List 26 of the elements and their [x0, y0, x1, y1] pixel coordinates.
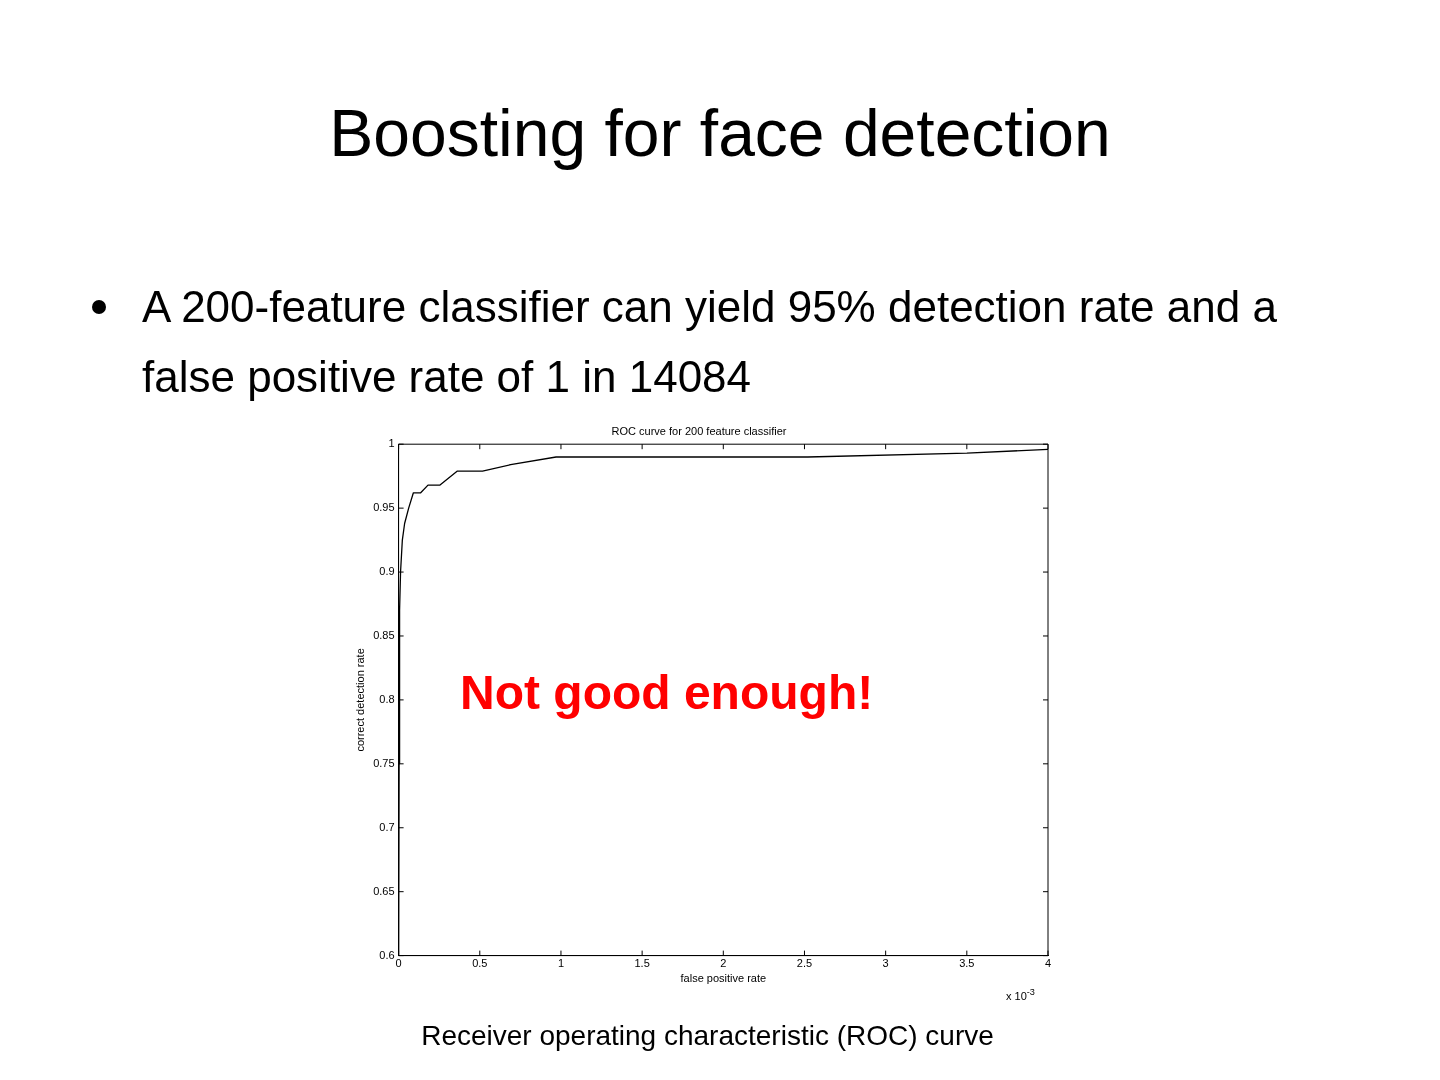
text: Receiver operating characteristic (ROC) curve [420, 1020, 995, 1052]
y-tick-label: 0.6 [379, 948, 395, 961]
x-tick-label: 3.5 [959, 957, 975, 970]
x-tick-label: 0.5 [472, 957, 488, 970]
y-tick-label: 0.65 [373, 884, 395, 897]
annotation: Not good enough! [460, 665, 874, 720]
x-tick-label: 2 [720, 957, 727, 970]
text: x 10$^{-3}$ [1006, 987, 1035, 1002]
y-tick-label: 0.85 [373, 629, 395, 642]
x-tick-label: 4 [1044, 957, 1052, 970]
x-tick-label: 1.5 [634, 957, 650, 970]
y-tick-label: 1 [388, 437, 395, 450]
x-tick-label: 0 [395, 957, 402, 970]
y-tick-label: 0.9 [379, 565, 395, 578]
y-tick-label: 0.95 [373, 501, 395, 514]
y-tick-label: 0.75 [373, 756, 395, 769]
y-tick-label: 0.8 [379, 692, 395, 705]
chart-title: ROC curve for 200 feature classifier [611, 424, 787, 437]
y-tick-label: 0.7 [379, 820, 395, 833]
x-tick-label: 1 [557, 957, 565, 970]
y-axis-title: correct detection rate [353, 648, 366, 752]
x-tick-label: 3 [882, 957, 889, 970]
x-axis-title: false positive rate [680, 972, 767, 985]
text: Boosting for face detection [328, 95, 1112, 171]
x-tick-label: 2.5 [796, 957, 813, 970]
text: A 200-feature classifier can yield 95% detection rate and a false positive rate of 1 in 14084 [142, 281, 1278, 403]
